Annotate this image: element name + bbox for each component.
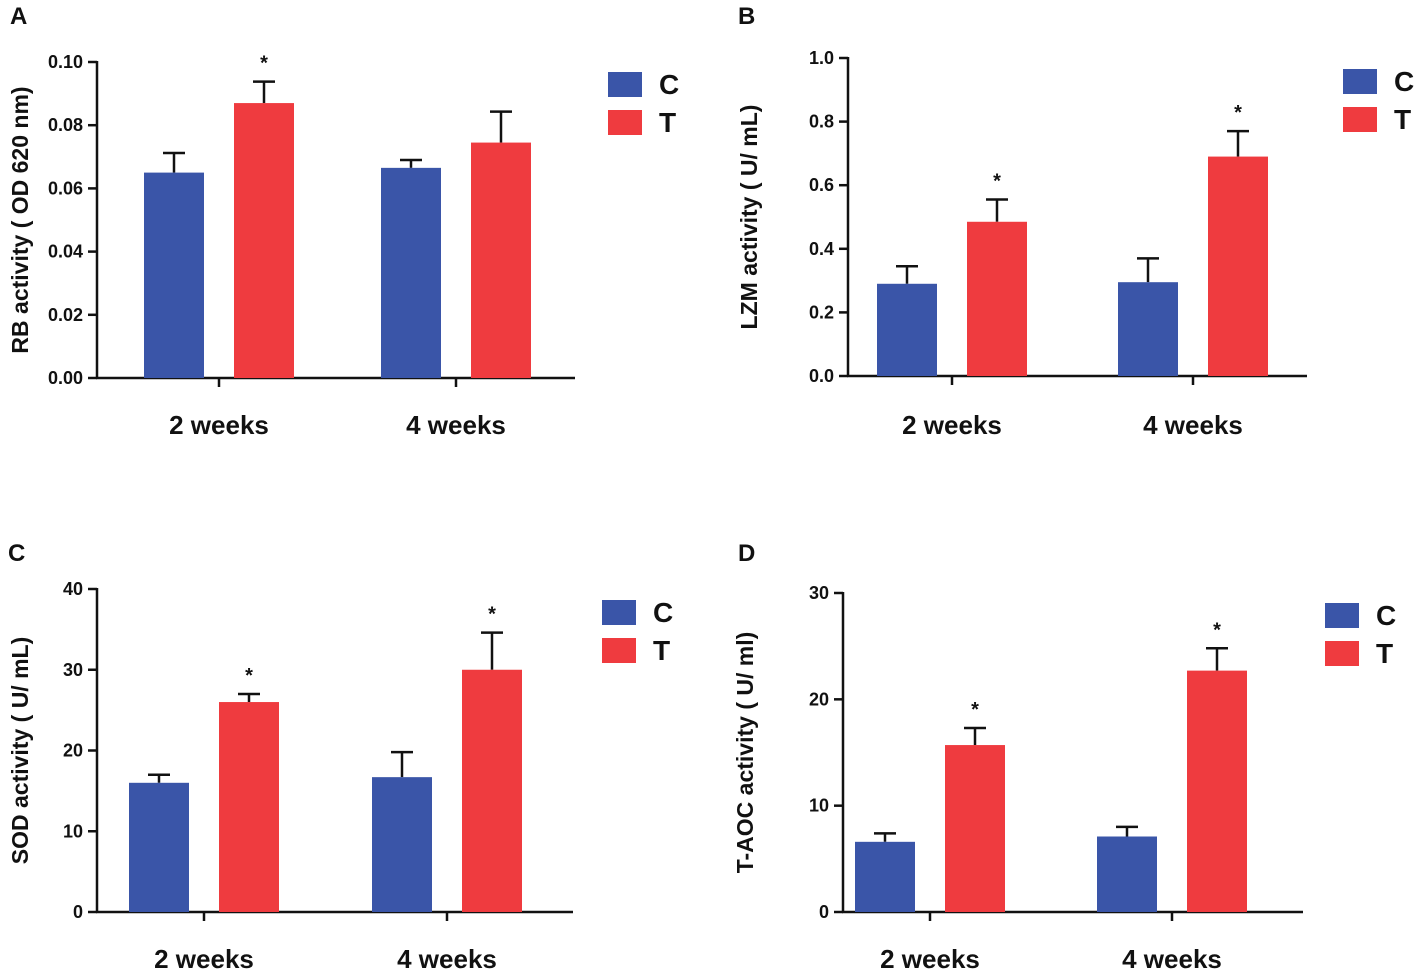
panel-letter: D: [738, 540, 755, 567]
bar-c-2-weeks: [144, 172, 204, 378]
y-tick-label: 0.06: [48, 178, 83, 198]
y-axis-title: SOD activity ( U/ mL): [7, 637, 33, 864]
x-category-label: 4 weeks: [406, 410, 506, 440]
y-tick-label: 0.6: [809, 175, 834, 195]
legend-swatch-c: [1325, 603, 1359, 628]
significance-star: *: [971, 699, 979, 721]
bar-c-2-weeks: [129, 782, 189, 912]
legend-swatch-t: [1325, 641, 1359, 666]
bar-t-2-weeks: [219, 702, 279, 912]
bar-t-2-weeks: [967, 221, 1027, 376]
legend-swatch-c: [1343, 69, 1377, 94]
x-category-label: 2 weeks: [902, 410, 1002, 440]
y-tick-label: 20: [63, 741, 83, 761]
y-tick-label: 0.8: [809, 112, 834, 132]
legend-label-t: T: [1376, 638, 1393, 669]
legend-label-t: T: [653, 635, 670, 666]
significance-star: *: [993, 171, 1001, 193]
y-tick-label: 10: [63, 821, 83, 841]
bar-c-4-weeks: [372, 777, 432, 912]
bar-c-4-weeks: [381, 167, 441, 378]
y-tick-label: 0.00: [48, 368, 83, 388]
y-axis-title: T-AOC activity ( U/ ml): [732, 632, 758, 874]
bar-t-4-weeks: [471, 142, 531, 378]
bar-c-2-weeks: [855, 841, 915, 912]
y-tick-label: 40: [63, 579, 83, 599]
bar-t-2-weeks: [234, 103, 294, 378]
legend-swatch-t: [602, 638, 636, 663]
x-category-label: 4 weeks: [397, 944, 497, 974]
y-tick-label: 0.4: [809, 239, 834, 259]
panel-b: B 0.0 0.2 0.4 0.6 0.8 1.0 LZM activity ( U/ mL)…: [736, 3, 1414, 440]
panel-letter: B: [738, 3, 755, 30]
y-tick-label: 0.0: [809, 366, 834, 386]
y-tick-label: 0.08: [48, 115, 83, 135]
x-category-label: 4 weeks: [1122, 944, 1222, 974]
panel-a: A 0.00 0.02 0.04 0.06 0.08 0.10 RB activity ( O…: [7, 3, 679, 440]
y-tick-label: 0: [819, 902, 829, 922]
bar-c-4-weeks: [1118, 282, 1178, 376]
bar-c-2-weeks: [877, 283, 937, 376]
y-tick-label: 0.10: [48, 52, 83, 72]
legend-swatch-t: [1343, 107, 1377, 132]
y-axis-title: LZM activity ( U/ mL): [736, 105, 762, 330]
bar-t-2-weeks: [945, 745, 1005, 912]
panel-letter: C: [8, 540, 25, 567]
y-tick-label: 0.04: [48, 242, 83, 262]
y-tick-label: 30: [63, 660, 83, 680]
panel-letter: A: [10, 3, 27, 30]
significance-star: *: [1234, 102, 1242, 124]
y-tick-label: 1.0: [809, 48, 834, 68]
y-tick-label: 30: [809, 583, 829, 603]
significance-star: *: [1213, 619, 1221, 641]
legend-swatch-t: [608, 110, 642, 135]
x-category-label: 2 weeks: [169, 410, 269, 440]
x-category-label: 2 weeks: [154, 944, 254, 974]
y-axis-title: RB activity ( OD 620 nm): [7, 86, 33, 353]
x-category-label: 4 weeks: [1143, 410, 1243, 440]
legend-label-c: C: [659, 69, 679, 100]
legend-label-c: C: [1376, 600, 1396, 631]
panel-c: C 0 10 20 30 40 SOD activity ( U/ mL) 2 weeks 4 …: [7, 540, 673, 974]
legend-swatch-c: [608, 72, 642, 97]
significance-star: *: [488, 604, 496, 626]
y-tick-label: 0.2: [809, 302, 834, 322]
y-tick-label: 10: [809, 796, 829, 816]
y-tick-label: 0: [73, 902, 83, 922]
y-tick-label: 20: [809, 689, 829, 709]
legend-label-c: C: [1394, 66, 1414, 97]
bar-t-4-weeks: [462, 669, 522, 912]
legend-label-t: T: [659, 107, 676, 138]
significance-star: *: [260, 53, 268, 75]
legend-label-t: T: [1394, 104, 1411, 135]
panel-d: D 0 10 20 30 T-AOC activity ( U/ ml) 2 weeks 4 …: [732, 540, 1396, 974]
x-category-label: 2 weeks: [880, 944, 980, 974]
significance-star: *: [245, 665, 253, 687]
y-tick-label: 0.02: [48, 305, 83, 325]
bar-t-4-weeks: [1187, 670, 1247, 912]
legend-label-c: C: [653, 597, 673, 628]
bar-t-4-weeks: [1208, 156, 1268, 376]
legend-swatch-c: [602, 600, 636, 625]
bar-c-4-weeks: [1097, 836, 1157, 912]
